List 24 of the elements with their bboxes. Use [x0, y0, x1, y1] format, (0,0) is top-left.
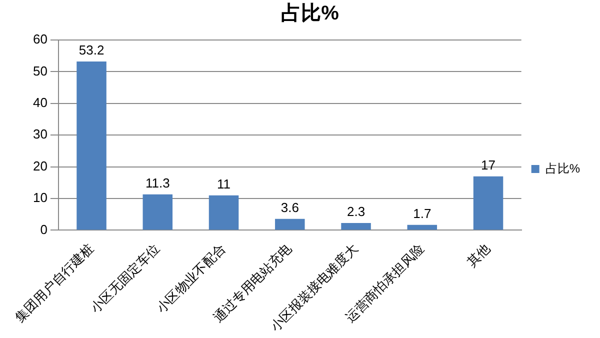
y-tick-label: 30	[32, 126, 48, 142]
y-tick-label: 50	[32, 63, 48, 78]
data-label: 3.6	[280, 200, 299, 215]
legend-label: 占比%	[545, 161, 580, 176]
chart-title: 占比%	[281, 2, 340, 25]
bar	[76, 62, 106, 230]
bar	[275, 218, 305, 230]
y-tick-label: 0	[40, 222, 48, 237]
data-label: 53.2	[78, 42, 104, 58]
y-tick-label: 20	[32, 158, 48, 174]
y-tick-label: 60	[32, 32, 48, 47]
x-tick-label: 其他	[464, 240, 493, 270]
bar	[142, 194, 173, 230]
data-label: 11.3	[145, 175, 170, 190]
data-label: 2.3	[346, 204, 366, 220]
data-label: 1.7	[413, 206, 432, 221]
bar	[473, 176, 504, 230]
y-tick-label: 10	[32, 190, 48, 206]
data-label: 17	[481, 157, 496, 172]
data-label: 11	[217, 176, 231, 192]
bar	[208, 195, 239, 230]
y-tick-label: 40	[32, 94, 48, 110]
bar	[407, 224, 438, 230]
bar	[341, 222, 371, 230]
